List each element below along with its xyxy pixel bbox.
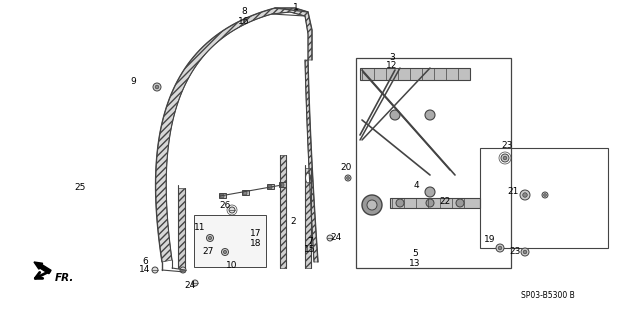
Text: 26: 26 bbox=[220, 202, 230, 211]
Bar bbox=[194, 215, 266, 267]
Circle shape bbox=[498, 246, 502, 250]
Text: 23: 23 bbox=[509, 247, 521, 256]
Text: 4: 4 bbox=[413, 182, 419, 190]
Text: 24: 24 bbox=[330, 233, 342, 241]
Circle shape bbox=[524, 250, 527, 254]
Circle shape bbox=[456, 199, 464, 207]
Text: 19: 19 bbox=[484, 235, 496, 244]
Circle shape bbox=[152, 267, 158, 273]
Text: 22: 22 bbox=[440, 197, 451, 206]
Circle shape bbox=[345, 175, 351, 181]
Text: 8: 8 bbox=[241, 8, 247, 17]
Bar bbox=[356, 58, 511, 268]
Bar bbox=[480, 148, 608, 248]
Text: SP03-B5300 B: SP03-B5300 B bbox=[521, 292, 575, 300]
Text: 3: 3 bbox=[389, 53, 395, 62]
Bar bbox=[390, 198, 480, 208]
Circle shape bbox=[229, 207, 235, 213]
Circle shape bbox=[155, 85, 159, 89]
Text: 7: 7 bbox=[307, 236, 313, 246]
Text: 13: 13 bbox=[409, 258, 420, 268]
FancyArrow shape bbox=[34, 262, 51, 274]
Circle shape bbox=[209, 236, 212, 240]
Text: 27: 27 bbox=[202, 247, 214, 256]
Circle shape bbox=[426, 199, 434, 207]
Text: 12: 12 bbox=[387, 62, 397, 70]
Circle shape bbox=[501, 154, 509, 162]
Text: 10: 10 bbox=[227, 262, 237, 271]
Circle shape bbox=[347, 177, 349, 179]
Bar bbox=[280, 155, 286, 268]
Text: 9: 9 bbox=[130, 78, 136, 86]
Circle shape bbox=[207, 234, 214, 241]
Circle shape bbox=[396, 199, 404, 207]
Text: 25: 25 bbox=[74, 182, 86, 191]
Text: 17: 17 bbox=[250, 229, 262, 239]
Circle shape bbox=[280, 183, 284, 187]
Circle shape bbox=[523, 193, 527, 197]
Circle shape bbox=[192, 280, 198, 286]
Text: 5: 5 bbox=[412, 249, 418, 258]
Circle shape bbox=[503, 156, 507, 160]
Ellipse shape bbox=[305, 173, 310, 183]
Text: 11: 11 bbox=[195, 222, 205, 232]
Circle shape bbox=[180, 267, 186, 273]
Circle shape bbox=[425, 110, 435, 120]
Circle shape bbox=[327, 235, 333, 241]
Circle shape bbox=[425, 187, 435, 197]
Circle shape bbox=[542, 192, 548, 198]
Bar bbox=[267, 184, 274, 189]
Text: FR.: FR. bbox=[55, 273, 74, 283]
Circle shape bbox=[390, 110, 400, 120]
Bar bbox=[219, 193, 226, 198]
Text: 21: 21 bbox=[508, 188, 518, 197]
Circle shape bbox=[223, 250, 227, 254]
Polygon shape bbox=[305, 60, 318, 262]
Text: 24: 24 bbox=[184, 280, 196, 290]
Text: 20: 20 bbox=[340, 164, 352, 173]
Circle shape bbox=[521, 248, 529, 256]
Circle shape bbox=[520, 190, 530, 200]
Text: 23: 23 bbox=[501, 140, 513, 150]
Circle shape bbox=[221, 249, 228, 256]
Circle shape bbox=[543, 194, 547, 197]
Circle shape bbox=[243, 191, 247, 195]
Bar bbox=[360, 68, 470, 80]
Bar bbox=[178, 188, 185, 268]
Circle shape bbox=[153, 83, 161, 91]
Text: 14: 14 bbox=[140, 265, 150, 275]
Circle shape bbox=[268, 185, 272, 189]
Circle shape bbox=[220, 194, 224, 198]
Circle shape bbox=[496, 244, 504, 252]
Text: 15: 15 bbox=[304, 244, 316, 254]
Text: 6: 6 bbox=[142, 256, 148, 265]
Text: 16: 16 bbox=[238, 17, 250, 26]
Text: 1: 1 bbox=[293, 4, 299, 12]
Bar bbox=[242, 190, 249, 195]
Text: 18: 18 bbox=[250, 239, 262, 248]
Bar bbox=[279, 182, 286, 187]
Circle shape bbox=[367, 200, 377, 210]
Polygon shape bbox=[156, 8, 312, 262]
Circle shape bbox=[362, 195, 382, 215]
Text: 2: 2 bbox=[290, 218, 296, 226]
Bar bbox=[305, 168, 311, 268]
